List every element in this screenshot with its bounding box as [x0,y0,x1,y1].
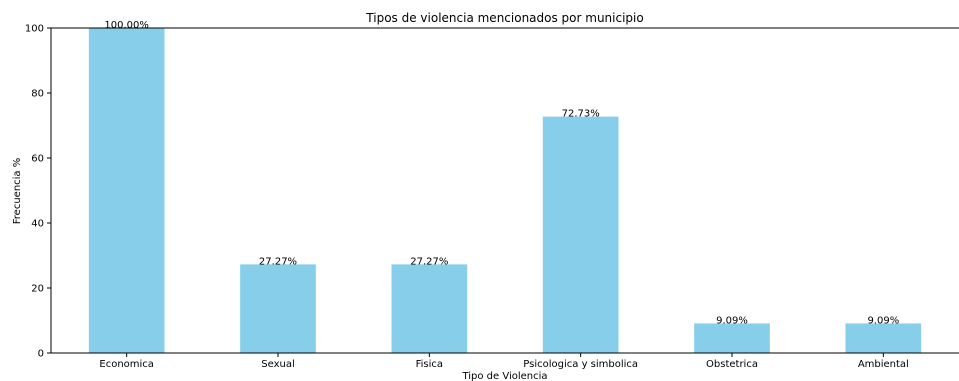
data-label: 100.00% [104,20,149,31]
data-label: 9.09% [716,315,748,326]
data-label: 27.27% [410,256,448,267]
data-label: 27.27% [259,256,297,267]
x-tick-label: Fisica [416,359,443,370]
data-label: 9.09% [867,315,899,326]
x-axis-label: Tipo de Violencia [461,371,547,381]
bar [240,264,316,353]
plot-area: 100.00% 27.27% 27.27% 72.73% 9.09% 9.09% 0 20 40… [25,20,959,370]
bar [88,28,165,353]
x-tick-label: Sexual [261,359,295,370]
chart-title: Tipos de violencia mencionados por munic… [365,11,643,25]
y-tick-label: 40 [31,219,44,230]
bar [694,323,770,353]
x-tick-label: Economica [99,359,154,370]
y-axis-label: Frecuencia % [12,158,23,224]
data-label: 72.73% [562,109,600,120]
bar [391,264,468,353]
x-tick-label: Obstetrica [706,359,758,370]
x-tick-label: Ambiental [858,359,909,370]
y-tick-label: 0 [38,349,44,360]
bar [845,323,922,353]
x-tick-label: Psicologica y simbolica [523,359,638,370]
y-tick-label: 20 [31,284,44,295]
y-tick-label: 80 [31,89,44,100]
y-tick-label: 100 [25,24,44,35]
y-tick-label: 60 [31,154,44,165]
bar [542,116,619,353]
